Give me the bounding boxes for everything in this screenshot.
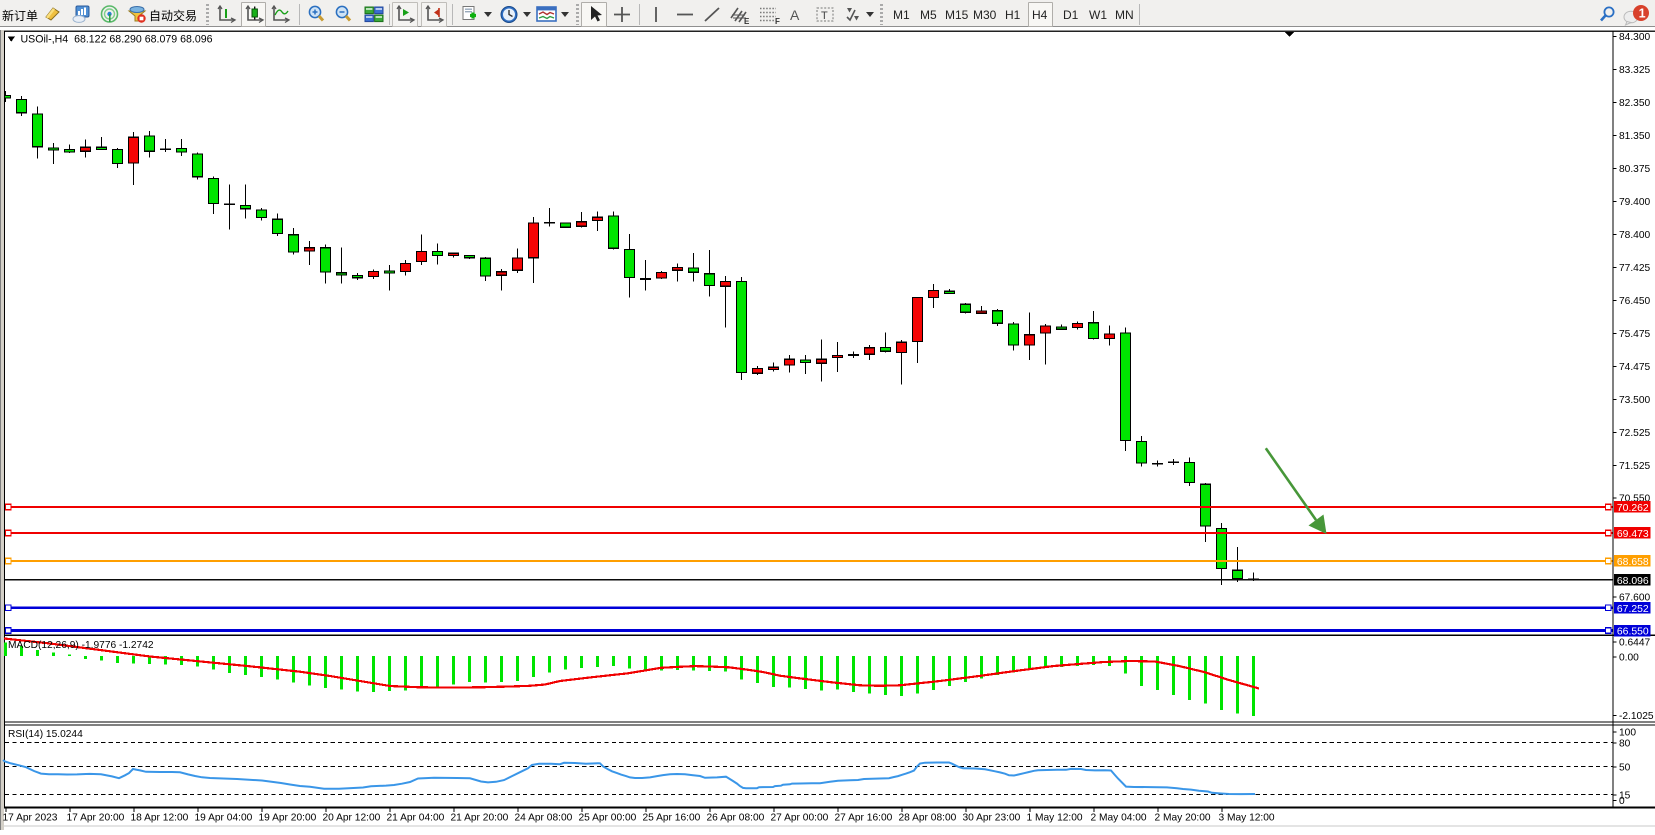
svg-text:79.400: 79.400 [1619,197,1650,208]
svg-text:71.525: 71.525 [1619,461,1650,472]
svg-text:15: 15 [1619,791,1631,802]
svg-text:19 Apr 04:00: 19 Apr 04:00 [195,812,253,823]
svg-text:3 May 12:00: 3 May 12:00 [1219,812,1275,823]
svg-text:19 Apr 20:00: 19 Apr 20:00 [259,812,317,823]
svg-text:1 May 12:00: 1 May 12:00 [1027,812,1083,823]
svg-text:0.00: 0.00 [1619,653,1639,664]
svg-text:80.375: 80.375 [1619,164,1650,175]
svg-text:73.500: 73.500 [1619,395,1650,406]
svg-text:77.425: 77.425 [1619,263,1650,274]
svg-text:17 Apr 20:00: 17 Apr 20:00 [67,812,125,823]
svg-text:USOil-,H4 68.122 68.290 68.07: USOil-,H4 68.122 68.290 68.079 68.096 [21,33,213,45]
svg-text:2 May 20:00: 2 May 20:00 [1155,812,1211,823]
svg-text:26 Apr 08:00: 26 Apr 08:00 [707,812,765,823]
svg-text:50: 50 [1619,763,1631,774]
svg-text:2 May 04:00: 2 May 04:00 [1091,812,1147,823]
svg-text:27 Apr 16:00: 27 Apr 16:00 [835,812,893,823]
svg-text:25 Apr 16:00: 25 Apr 16:00 [643,812,701,823]
svg-text:F: F [775,17,780,25]
svg-text:67.252: 67.252 [1617,604,1649,615]
svg-text:17 Apr 2023: 17 Apr 2023 [3,812,58,823]
svg-text:70.550: 70.550 [1619,494,1650,505]
svg-text:68.096: 68.096 [1617,576,1649,587]
svg-text:RSI(14) 15.0244: RSI(14) 15.0244 [8,729,83,740]
svg-text:18 Apr 12:00: 18 Apr 12:00 [131,812,189,823]
svg-text:70.262: 70.262 [1617,503,1649,514]
svg-text:20 Apr 12:00: 20 Apr 12:00 [323,812,381,823]
svg-text:27 Apr 00:00: 27 Apr 00:00 [771,812,829,823]
svg-text:1: 1 [1639,7,1646,21]
svg-text:25 Apr 00:00: 25 Apr 00:00 [579,812,637,823]
svg-text:81.350: 81.350 [1619,131,1650,142]
svg-text:76.450: 76.450 [1619,296,1650,307]
svg-text:100: 100 [1619,727,1636,738]
svg-text:E: E [744,17,750,25]
svg-text:21 Apr 04:00: 21 Apr 04:00 [387,812,445,823]
svg-text:67.600: 67.600 [1619,593,1650,604]
svg-text:80: 80 [1619,738,1631,749]
svg-text:72.525: 72.525 [1619,428,1650,439]
svg-text:MACD(12,26,9) -1.9776 -1.2742: MACD(12,26,9) -1.9776 -1.2742 [8,640,154,651]
svg-text:21 Apr 20:00: 21 Apr 20:00 [451,812,509,823]
svg-text:74.475: 74.475 [1619,362,1650,373]
svg-text:69.473: 69.473 [1617,529,1649,540]
svg-text:-2.1025: -2.1025 [1619,711,1654,722]
svg-text:24 Apr 08:00: 24 Apr 08:00 [515,812,573,823]
svg-text:84.300: 84.300 [1619,32,1650,43]
svg-text:83.325: 83.325 [1619,65,1650,76]
svg-text:28 Apr 08:00: 28 Apr 08:00 [899,812,957,823]
svg-text:82.350: 82.350 [1619,98,1650,109]
svg-text:66.550: 66.550 [1617,627,1649,638]
svg-text:30 Apr 23:00: 30 Apr 23:00 [963,812,1021,823]
svg-text:T: T [821,10,828,22]
svg-text:0: 0 [1619,796,1625,807]
svg-text:0.6447: 0.6447 [1619,638,1650,649]
svg-text:78.400: 78.400 [1619,230,1650,241]
svg-text:68.658: 68.658 [1617,557,1649,568]
svg-text:75.475: 75.475 [1619,329,1650,340]
